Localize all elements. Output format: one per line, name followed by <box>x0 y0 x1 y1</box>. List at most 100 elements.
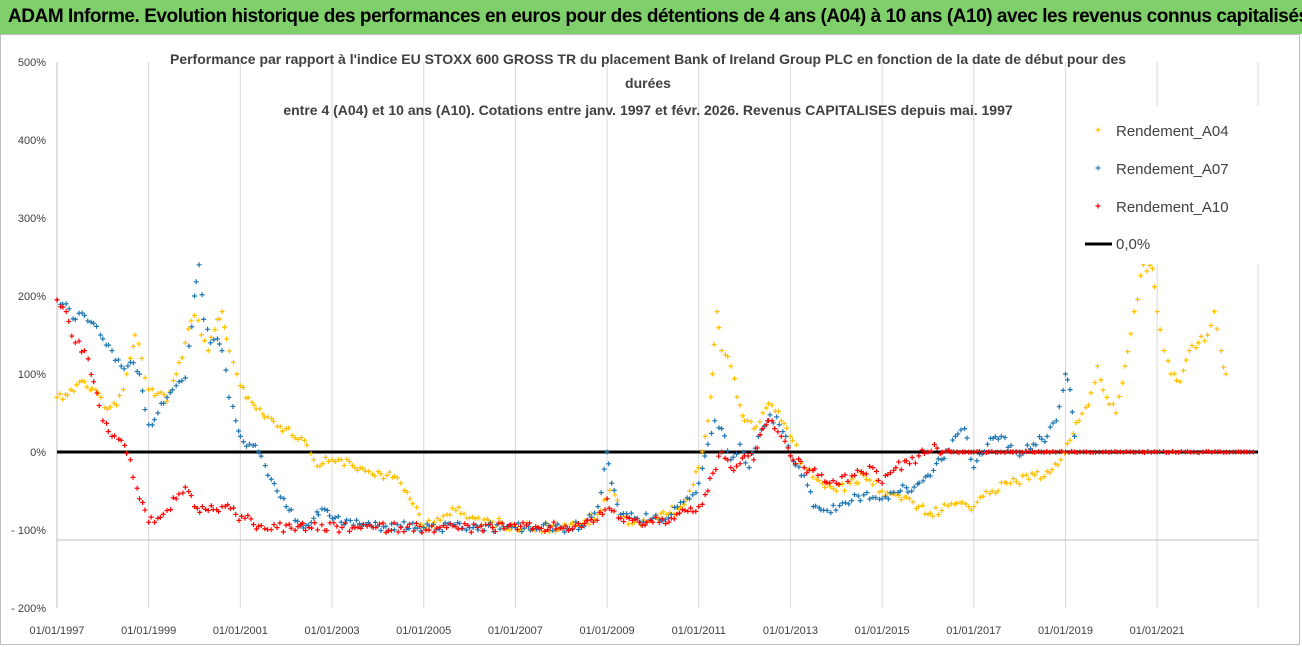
data-point <box>444 525 450 531</box>
data-point <box>956 450 962 456</box>
data-point <box>57 391 63 397</box>
data-point <box>453 508 459 513</box>
data-point <box>699 465 705 471</box>
data-point <box>1193 345 1199 351</box>
data-point <box>855 493 861 499</box>
data-point <box>161 392 167 398</box>
data-point <box>955 431 961 437</box>
x-tick-label: 01/01/2003 <box>305 625 360 637</box>
data-point <box>271 522 277 528</box>
data-point <box>472 516 478 522</box>
data-point <box>911 484 917 490</box>
data-point <box>839 481 845 487</box>
data-point <box>247 441 253 447</box>
data-point <box>722 455 728 461</box>
data-point <box>152 393 158 399</box>
data-point <box>971 504 977 510</box>
data-point <box>72 340 78 346</box>
data-point <box>1217 449 1223 455</box>
data-point <box>940 449 946 455</box>
data-point <box>766 401 772 407</box>
chart-legend: Rendement_A04 Rendement_A07 Rendement_A10 0… <box>1068 106 1273 264</box>
data-point <box>688 505 694 511</box>
data-point <box>1183 357 1189 363</box>
data-point <box>205 508 211 513</box>
data-point <box>933 461 939 467</box>
y-tick-label: 300% <box>18 213 46 225</box>
data-point <box>602 507 608 513</box>
data-point <box>315 527 321 533</box>
data-point <box>483 522 489 528</box>
data-point <box>728 465 734 471</box>
report-banner-text: ADAM Informe. Evolution historique des p… <box>8 6 1302 27</box>
data-point <box>711 342 717 348</box>
data-point <box>85 356 91 362</box>
data-point <box>158 389 164 395</box>
data-point <box>426 517 432 523</box>
data-point <box>398 525 404 531</box>
data-point <box>719 426 725 432</box>
data-point <box>1209 449 1215 455</box>
data-point <box>1072 433 1078 439</box>
data-point <box>240 385 246 391</box>
data-point <box>562 529 568 535</box>
data-point <box>244 443 250 449</box>
data-point <box>380 520 386 526</box>
data-point <box>852 492 858 498</box>
data-point <box>553 526 559 532</box>
data-point <box>520 520 526 526</box>
data-point <box>221 324 227 330</box>
data-point <box>518 523 524 529</box>
data-point <box>1028 446 1034 452</box>
data-point <box>921 451 927 457</box>
data-point <box>305 522 311 528</box>
data-point <box>845 478 851 484</box>
data-point <box>1098 377 1104 383</box>
data-point <box>106 342 112 348</box>
data-point <box>1171 371 1177 377</box>
data-point <box>114 402 120 408</box>
data-point <box>893 465 899 471</box>
data-point <box>292 527 298 533</box>
data-point <box>883 494 889 500</box>
data-point <box>1135 297 1141 303</box>
data-point <box>643 511 649 517</box>
data-point <box>130 474 136 480</box>
data-point <box>164 508 170 513</box>
data-point <box>426 527 432 533</box>
data-point <box>839 474 845 480</box>
data-point <box>68 387 74 393</box>
data-point <box>1042 439 1048 445</box>
data-point <box>120 387 126 393</box>
data-point <box>277 424 283 430</box>
data-point <box>903 458 909 464</box>
data-point <box>734 463 740 469</box>
data-point <box>1041 474 1047 480</box>
data-point <box>281 496 287 502</box>
data-point <box>496 515 502 521</box>
data-point <box>790 437 796 443</box>
data-point <box>319 522 325 528</box>
data-point <box>1030 441 1036 447</box>
data-point <box>219 309 225 315</box>
data-point <box>1047 424 1053 430</box>
data-point <box>586 521 592 527</box>
data-point <box>375 469 381 475</box>
data-point <box>642 522 648 528</box>
data-point <box>542 528 548 534</box>
data-point <box>112 433 118 439</box>
data-point <box>745 453 751 459</box>
data-point <box>1036 434 1042 440</box>
data-point <box>262 463 268 469</box>
data-point <box>1206 448 1212 454</box>
data-point <box>907 461 913 467</box>
data-point <box>170 495 176 501</box>
data-point <box>930 467 936 473</box>
data-point <box>360 521 366 527</box>
data-point <box>1100 387 1106 393</box>
data-point <box>414 525 420 531</box>
data-point <box>1038 476 1044 482</box>
data-point <box>725 354 731 360</box>
data-point <box>66 306 72 312</box>
data-point <box>674 504 680 510</box>
